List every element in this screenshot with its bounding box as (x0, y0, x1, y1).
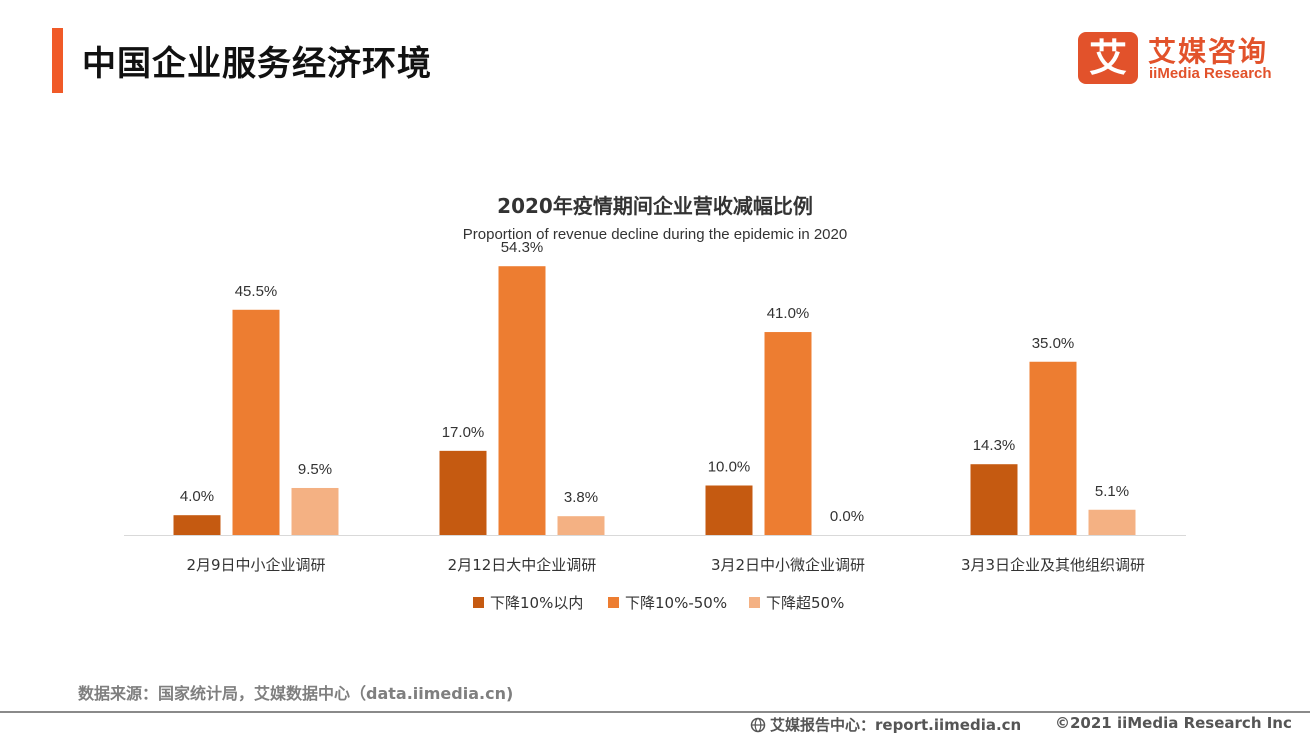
brand-logo: 艾 艾媒咨询 iiMedia Research (1078, 32, 1288, 86)
data-source: 数据来源：国家统计局，艾媒数据中心（data.iimedia.cn) (78, 684, 514, 703)
legend-label-2: 下降10%-50% (625, 594, 727, 612)
globe-icon (750, 717, 766, 732)
bar-4-1 (970, 464, 1018, 535)
legend-label-3: 下降超50% (766, 594, 844, 612)
footer-copyright: ©2021 iiMedia Research Inc (1055, 714, 1292, 732)
data-label-3-2: 41.0% (767, 305, 810, 322)
category-label-3: 3月2日中小微企业调研 (711, 556, 865, 574)
bar-3-1 (705, 485, 753, 535)
legend-swatch-3 (749, 597, 760, 608)
bar-2-1 (439, 450, 487, 535)
data-label-3-1: 10.0% (708, 459, 751, 476)
legend-swatch-1 (473, 597, 484, 608)
data-label-4-2: 35.0% (1032, 335, 1075, 352)
footer-divider (0, 711, 1310, 713)
bar-1-3 (291, 487, 339, 535)
data-label-1-2: 45.5% (235, 283, 278, 300)
footer-report-text: 艾媒报告中心：report.iimedia.cn (770, 716, 1022, 734)
legend-label-1: 下降10%以内 (490, 594, 583, 612)
data-label-2-2: 54.3% (501, 239, 544, 256)
logo-english-name: iiMedia Research (1149, 65, 1272, 82)
page-title: 中国企业服务经济环境 (82, 44, 432, 84)
data-label-1-3: 9.5% (298, 461, 332, 478)
chart-subtitle: Proportion of revenue decline during the… (462, 226, 848, 243)
data-label-2-1: 17.0% (442, 424, 485, 441)
logo-chinese-name: 艾媒咨询 (1148, 35, 1269, 68)
logo-mark: 艾 (1078, 32, 1138, 84)
title-accent-bar (52, 28, 63, 93)
data-label-2-3: 3.8% (564, 489, 598, 506)
data-label-3-3: 0.0% (830, 508, 864, 525)
legend-swatch-2 (608, 597, 619, 608)
bar-1-2 (232, 309, 280, 535)
data-label-4-3: 5.1% (1095, 483, 1129, 500)
data-label-1-1: 4.0% (180, 488, 214, 505)
footer-report-center: 艾媒报告中心：report.iimedia.cn (750, 714, 1021, 735)
bar-1-1 (173, 515, 221, 535)
bar-4-2 (1029, 361, 1077, 535)
bar-2-3 (557, 516, 605, 535)
chart-title: 2020年疫情期间企业营收减幅比例 (497, 194, 813, 218)
data-label-4-1: 14.3% (973, 437, 1016, 454)
category-label-2: 2月12日大中企业调研 (448, 556, 597, 574)
category-label-4: 3月3日企业及其他组织调研 (961, 556, 1145, 574)
bar-4-3 (1088, 509, 1136, 535)
bar-2-2 (498, 266, 546, 535)
bar-3-2 (764, 332, 812, 535)
category-label-1: 2月9日中小企业调研 (186, 556, 325, 574)
